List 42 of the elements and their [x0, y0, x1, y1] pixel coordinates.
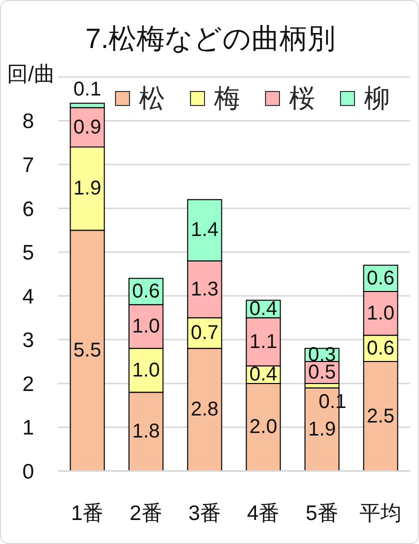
data-label: 1.8: [132, 420, 160, 443]
data-label: 1.0: [366, 302, 395, 324]
y-tick-label: 5: [22, 242, 34, 265]
data-label: 2.8: [190, 398, 219, 421]
data-label: 5.5: [73, 340, 102, 362]
y-tick-label: 6: [22, 198, 34, 221]
x-tick-label: 2番: [130, 502, 162, 525]
data-label: 2.0: [249, 416, 278, 438]
y-tick-label: 7: [22, 154, 34, 178]
data-label: 1.0: [132, 359, 160, 382]
data-label: 0.4: [249, 364, 278, 386]
data-label: 0.1: [73, 78, 102, 100]
data-label: 0.6: [132, 280, 160, 303]
chart-title: 7.松梅などの曲柄別: [85, 23, 336, 54]
data-label: 1.3: [190, 278, 219, 300]
data-label: 2.5: [366, 405, 395, 428]
data-label: 0.6: [366, 337, 395, 360]
data-label: 1.9: [73, 178, 102, 200]
data-label: 1.0: [132, 316, 160, 338]
y-tick-label: 4: [22, 285, 34, 308]
y-tick-label: 3: [22, 329, 34, 352]
legend-label: 松: [139, 83, 165, 113]
y-tick-label: 1: [22, 416, 34, 440]
y-tick-label: 2: [22, 372, 34, 396]
data-label: 0.6: [366, 267, 395, 290]
legend-label: 桜: [289, 83, 315, 113]
legend-label: 梅: [214, 83, 240, 113]
data-label: 0.7: [190, 322, 219, 344]
y-tick-label: 0: [22, 460, 34, 484]
y-axis-title: 回/曲: [7, 63, 55, 86]
x-tick-label: 5番: [306, 502, 338, 525]
y-tick-label: 8: [22, 110, 34, 134]
x-tick-label: 3番: [188, 502, 222, 525]
x-tick-label: 1番: [70, 502, 104, 525]
x-tick-label: 4番: [246, 502, 280, 525]
legend-label: 柳: [364, 83, 390, 113]
data-label: 1.1: [249, 330, 278, 353]
data-label: 1.9: [308, 418, 336, 440]
data-label: 0.4: [249, 298, 278, 320]
data-label: 1.4: [190, 219, 219, 242]
x-tick-label: 平均: [360, 502, 402, 525]
data-label: 0.9: [73, 116, 102, 138]
